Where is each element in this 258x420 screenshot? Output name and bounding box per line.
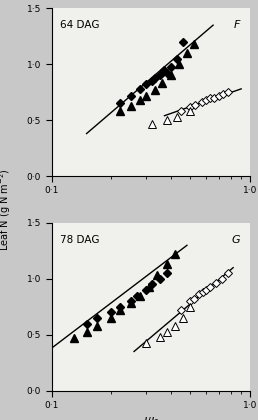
Text: 64 DAG: 64 DAG	[60, 20, 99, 30]
Text: G: G	[232, 235, 240, 245]
Text: F: F	[234, 20, 240, 30]
Text: Leaf N (g N m$^{-2}$): Leaf N (g N m$^{-2}$)	[0, 169, 13, 251]
X-axis label: $I/I_{0}$: $I/I_{0}$	[143, 415, 159, 420]
Text: 78 DAG: 78 DAG	[60, 235, 99, 245]
